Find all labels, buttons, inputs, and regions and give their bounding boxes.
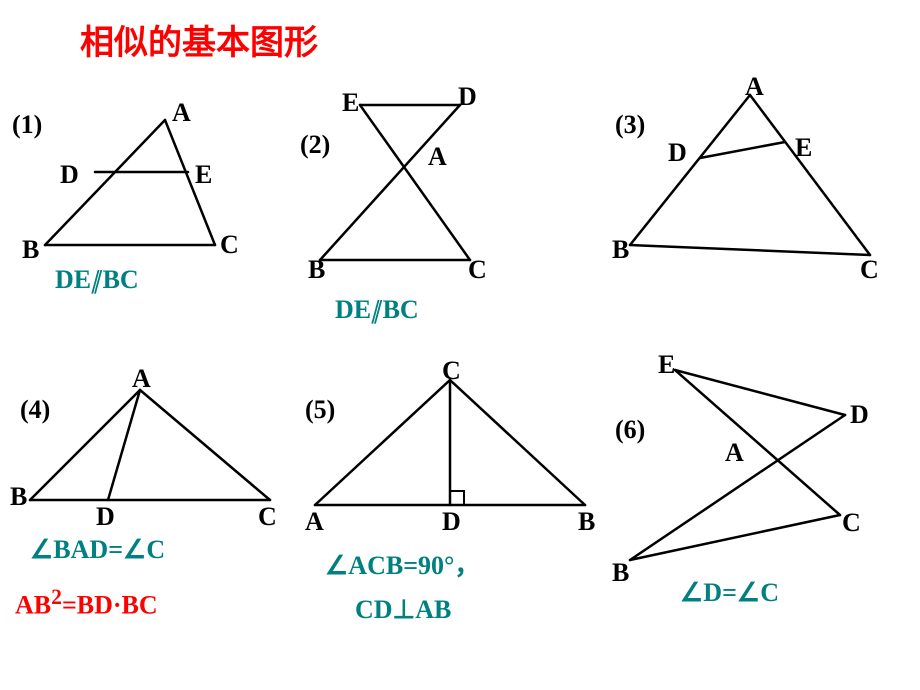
page-title: 相似的基本图形 [80,15,318,64]
figure-number-5: (5) [305,395,335,425]
point-label-4-C: C [258,502,277,532]
point-label-4-A: A [132,364,151,394]
figure-caption-4-1: AB2=BD·BC [15,585,158,621]
point-label-3-D: D [668,138,687,168]
point-label-2-E: E [342,88,359,118]
point-label-3-A: A [745,72,764,102]
figure-caption-6-0: ∠D=∠C [680,578,779,608]
figure-caption-1-0: DE||BC [55,265,139,295]
figure-caption-5-1: CD⊥AB [355,595,451,625]
point-label-1-C: C [220,230,239,260]
figure-number-1: (1) [12,110,42,140]
point-label-3-C: C [860,255,879,285]
figure-svg-1 [0,80,300,340]
point-label-5-D: D [442,507,461,537]
figure-caption-5-0: ∠ACB=90°， [325,545,480,582]
figure-6: EDACB∠D=∠C [610,360,910,660]
figure-number-3: (3) [615,110,645,140]
point-label-6-D: D [850,400,869,430]
figure-number-4: (4) [20,395,50,425]
point-label-3-E: E [795,133,812,163]
figure-number-2: (2) [300,130,330,160]
point-label-6-B: B [612,558,629,588]
point-label-1-B: B [22,235,39,265]
point-label-2-A: A [428,142,447,172]
point-label-6-A: A [725,438,744,468]
point-label-2-C: C [468,255,487,285]
figure-number-6: (6) [615,415,645,445]
point-label-4-B: B [10,482,27,512]
point-label-6-E: E [658,350,675,380]
point-label-5-C: C [442,356,461,386]
figure-1: A B C D E DE||BC [0,80,300,340]
figure-3: A B C D E [610,70,910,330]
point-label-5-B: B [578,507,595,537]
figure-caption-4-0: ∠BAD=∠C [30,535,165,565]
point-label-2-D: D [458,82,477,112]
point-label-1-E: E [195,160,212,190]
point-label-3-B: B [612,235,629,265]
point-label-6-C: C [842,508,861,538]
figure-2: E DA B C DE||BC [300,80,610,340]
point-label-2-B: B [308,255,325,285]
point-label-1-A: A [172,98,191,128]
figure-caption-2-0: DE||BC [335,295,419,325]
point-label-4-D: D [96,502,115,532]
figure-svg-3 [610,70,910,330]
figure-5: CABD∠ACB=90°，CD⊥AB [300,370,610,670]
point-label-5-A: A [305,507,324,537]
point-label-1-D: D [60,160,79,190]
